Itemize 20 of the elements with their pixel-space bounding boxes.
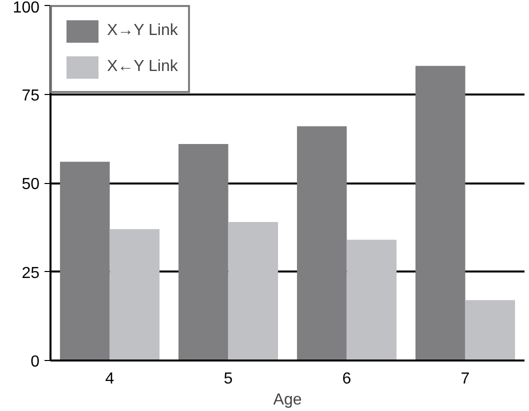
y-tick-label: 50 <box>22 176 40 193</box>
bar <box>415 66 466 360</box>
bar <box>178 144 228 360</box>
legend-label: X←Y Link <box>107 58 178 76</box>
x-tick-label: 6 <box>342 370 352 388</box>
x-tick-label: 7 <box>460 370 470 388</box>
bar <box>465 300 516 360</box>
bar <box>60 162 110 360</box>
x-tick-label: 5 <box>224 370 233 388</box>
x-axis-title: Age <box>273 392 302 408</box>
bar <box>346 240 397 360</box>
bar <box>228 222 278 360</box>
y-tick-label: 75 <box>22 87 40 104</box>
legend-label: X→Y Link <box>107 22 178 40</box>
y-tick-label: 0 <box>30 354 40 370</box>
y-tick-label: 25 <box>22 264 40 282</box>
bar <box>110 229 160 360</box>
bar <box>296 126 347 360</box>
y-tick-label: 100 <box>12 0 40 16</box>
x-tick-label: 4 <box>105 370 114 388</box>
